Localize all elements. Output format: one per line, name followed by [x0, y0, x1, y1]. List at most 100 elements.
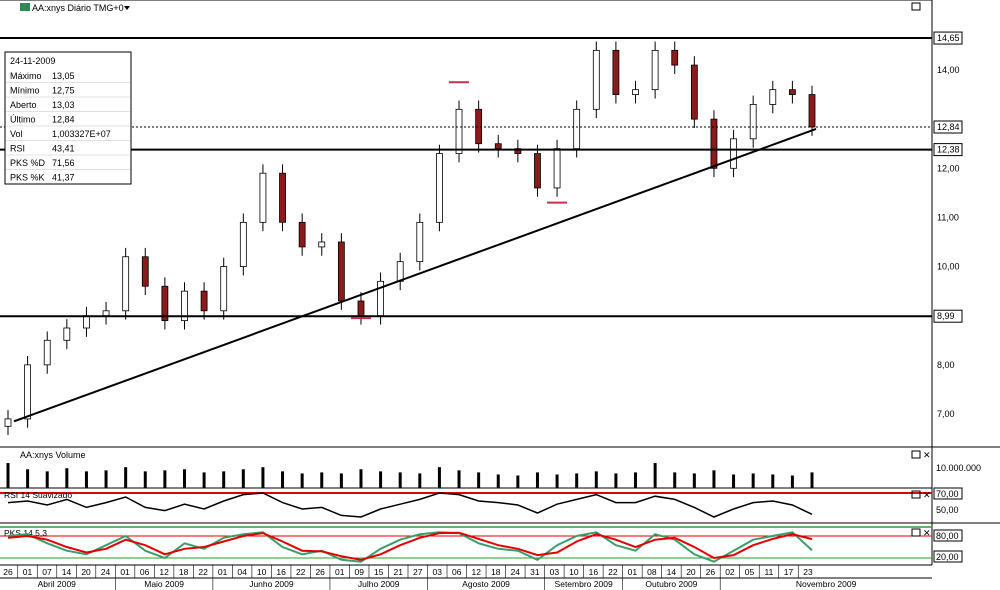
- x-tick-label: 01: [218, 567, 228, 577]
- candle: [788, 80, 796, 104]
- volume-bar: [594, 471, 598, 488]
- x-tick-label: 20: [686, 567, 696, 577]
- stoch-title: PKS 14,5,3: [4, 528, 47, 538]
- x-month-label: Maio 2009: [144, 579, 184, 589]
- svg-text:8,99: 8,99: [937, 311, 955, 321]
- x-tick-label: 14: [667, 567, 677, 577]
- info-value: 12,75: [52, 86, 75, 96]
- maximize-icon[interactable]: [911, 528, 921, 537]
- candle: [141, 247, 149, 296]
- price-tag: 12,38: [933, 143, 963, 157]
- x-tick-label: 21: [394, 567, 404, 577]
- svg-text:12,00: 12,00: [937, 163, 960, 173]
- x-tick-label: 02: [725, 567, 735, 577]
- volume-title: AA:xnys Volume: [20, 450, 86, 460]
- volume-panel: AA:xnys Volume 10.000.000 ✕: [0, 450, 981, 489]
- close-icon[interactable]: ✕: [923, 528, 931, 538]
- x-tick-label: 07: [42, 567, 52, 577]
- volume-bar: [45, 471, 49, 488]
- maximize-icon[interactable]: [911, 450, 921, 459]
- rsi-panel: RSI 14 Suavizado 70,00 50,00 ✕: [0, 487, 1000, 524]
- chart-icon: [20, 3, 30, 11]
- x-tick-label: 05: [745, 567, 755, 577]
- x-tick-label: 15: [374, 567, 384, 577]
- candle: [161, 277, 169, 330]
- volume-bar: [535, 472, 539, 488]
- x-month-label: Novembro 2009: [796, 579, 857, 589]
- info-date: 24-11-2009: [10, 56, 55, 66]
- rsi-axis-label-70: 70,00: [936, 489, 959, 499]
- x-tick-label: 16: [276, 567, 286, 577]
- svg-text:8,00: 8,00: [937, 360, 955, 370]
- candle: [651, 41, 659, 99]
- x-tick-label: 20: [81, 567, 91, 577]
- volume-bar: [634, 472, 638, 488]
- close-icon[interactable]: ✕: [923, 490, 931, 500]
- stoch-axis-label-20: 20,00: [936, 552, 959, 562]
- x-tick-label: 06: [452, 567, 462, 577]
- maximize-icon[interactable]: [911, 2, 921, 11]
- x-tick-label: 16: [589, 567, 599, 577]
- candle: [730, 129, 737, 178]
- trendline-segment[interactable]: [13, 128, 817, 423]
- volume-bar: [437, 467, 441, 488]
- x-month-label: Outubro 2009: [645, 579, 697, 589]
- x-tick-label: 03: [433, 567, 443, 577]
- volume-bar: [398, 472, 402, 488]
- rsi-title: RSI 14 Suavizado: [4, 490, 72, 500]
- info-label: Aberto: [10, 100, 37, 110]
- x-tick-label: 01: [335, 567, 345, 577]
- volume-bar: [6, 463, 10, 488]
- candle: [63, 319, 71, 350]
- info-label: Máximo: [10, 71, 42, 81]
- volume-bars: [6, 463, 814, 488]
- candle: [43, 331, 51, 374]
- candle: [690, 56, 698, 128]
- candle: [455, 100, 463, 163]
- candle: [200, 282, 208, 320]
- x-month-label: Junho 2009: [249, 579, 294, 589]
- price-tick: 10,00: [937, 262, 960, 272]
- maximize-icon[interactable]: [911, 490, 921, 499]
- x-tick-label: 04: [237, 567, 247, 577]
- info-value: 12,84: [52, 115, 75, 125]
- stoch-k-line: [7, 531, 813, 563]
- volume-bar: [65, 468, 69, 488]
- volume-bar: [182, 469, 186, 488]
- x-tick-label: 23: [803, 567, 813, 577]
- volume-bar: [614, 473, 618, 488]
- price-tag: 12,84: [933, 120, 963, 134]
- close-icon[interactable]: ✕: [923, 450, 931, 460]
- volume-bar: [26, 469, 30, 488]
- volume-bar: [673, 472, 677, 488]
- stochastic-panel: PKS 14,5,3 80,00 20,00 ✕: [0, 526, 963, 563]
- candle: [259, 164, 267, 232]
- x-tick-label: 10: [257, 567, 267, 577]
- info-label: Último: [10, 115, 36, 125]
- x-tick-label: 22: [608, 567, 618, 577]
- info-value: 13,03: [52, 100, 75, 110]
- volume-bar: [712, 470, 716, 488]
- price-tag: 8,99: [933, 309, 963, 323]
- volume-bar: [124, 467, 128, 488]
- volume-bar: [653, 463, 657, 488]
- volume-bar: [84, 471, 88, 488]
- x-tick-label: 14: [62, 567, 72, 577]
- volume-bar: [575, 473, 579, 488]
- volume-axis-label: 10.000.000: [936, 463, 981, 473]
- x-tick-label: 11: [765, 567, 774, 577]
- candle: [122, 247, 130, 320]
- volume-bar: [300, 473, 304, 488]
- chevron-down-icon[interactable]: [124, 6, 130, 10]
- volume-bar: [790, 475, 794, 488]
- chart-title[interactable]: AA:xnys Diário TMG+0: [20, 3, 130, 13]
- x-tick-label: 24: [511, 567, 521, 577]
- volume-bar: [241, 469, 245, 488]
- info-value: 13,05: [52, 71, 75, 81]
- info-value: 41,37: [52, 173, 75, 183]
- volume-bar: [810, 472, 814, 488]
- candle: [4, 410, 12, 436]
- candle: [749, 95, 757, 148]
- info-label: Vol: [10, 129, 23, 139]
